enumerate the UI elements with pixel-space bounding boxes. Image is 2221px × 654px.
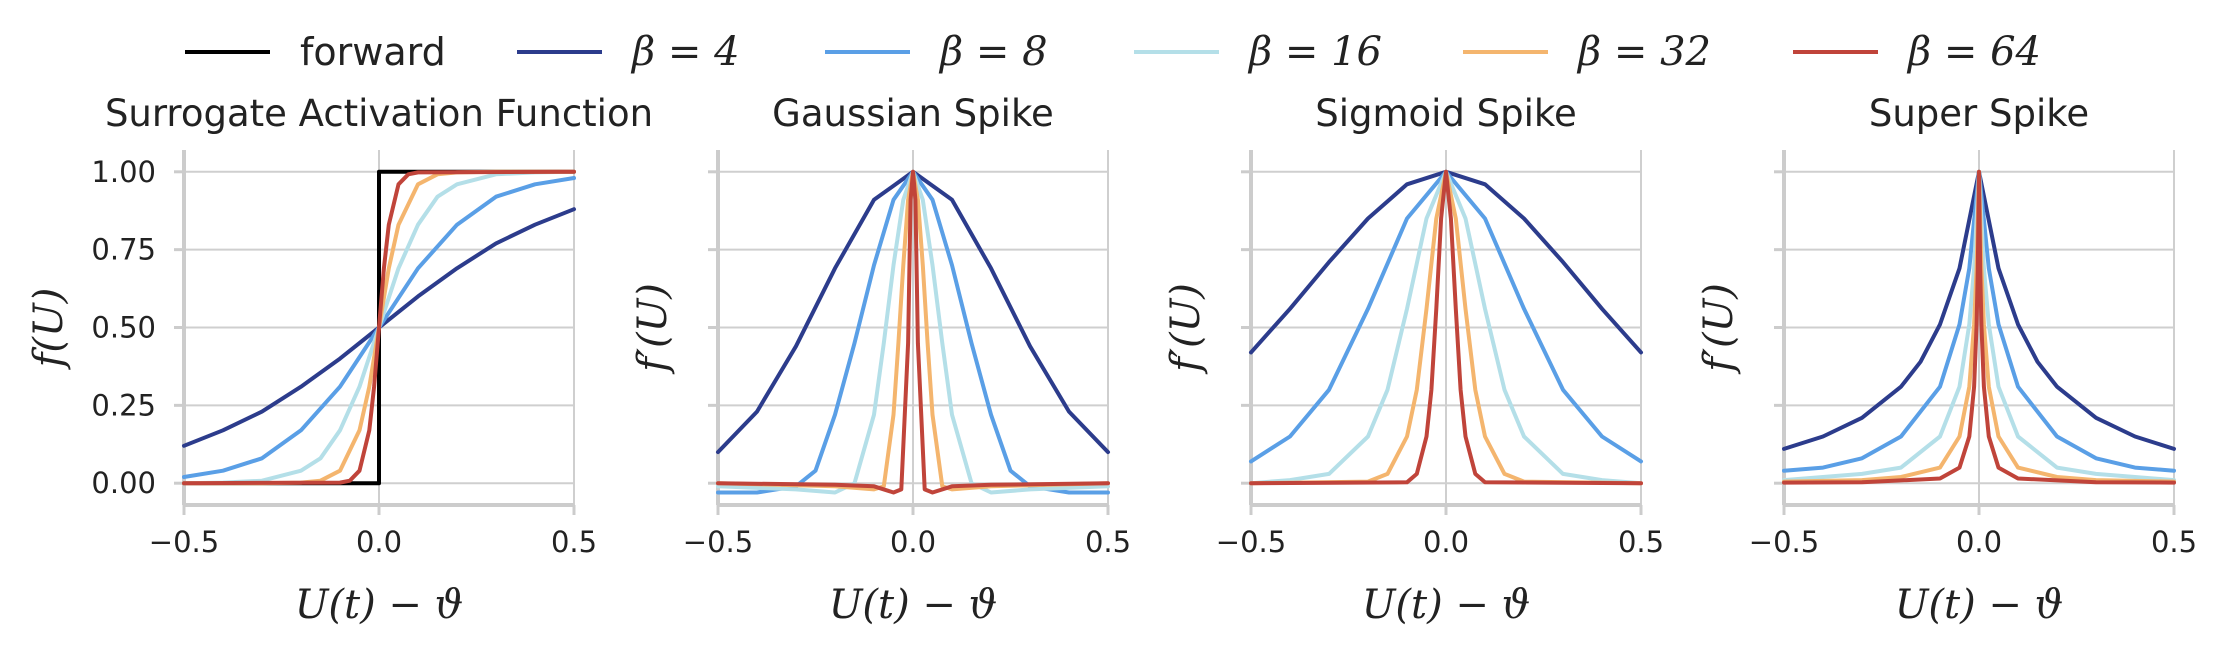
x-axis-label: U(t) − ϑ (1362, 582, 1531, 628)
chart-title: Super Spike (1869, 92, 2089, 135)
x-tick-label: 0.5 (1618, 525, 1664, 559)
y-axis-label: f′(U) (1163, 283, 1209, 375)
x-tick-label: −0.5 (1749, 525, 1819, 559)
y-tick-label: 1.00 (91, 155, 156, 189)
legend-entry: β = 8 (825, 29, 1048, 75)
x-tick-label: −0.5 (683, 525, 753, 559)
series-line (1249, 169, 1643, 486)
series-line (716, 169, 1110, 495)
legend-label: β = 8 (938, 29, 1048, 75)
legend-entry: forward (185, 30, 446, 74)
chart-panel: −0.5 0.0 0.5 Gaussian Spike U(t) − ϑ f′(U) (630, 92, 1131, 628)
chart-panels: 0.00 0.25 0.50 0.75 1.00 −0.5 0.0 0.5 Surrogate … (26, 92, 2197, 628)
y-tick-label: 0.00 (91, 466, 156, 500)
y-axis-label: f′(U) (630, 283, 676, 375)
series-line (182, 169, 576, 486)
x-tick-label: 0.0 (890, 525, 936, 559)
y-axis-label: f(U) (26, 288, 72, 371)
chart-title: Gaussian Spike (772, 92, 1054, 135)
legend-label: β = 16 (1247, 29, 1382, 75)
x-axis-label: U(t) − ϑ (1895, 582, 2064, 628)
chart-panel: −0.5 0.0 0.5 Sigmoid Spike U(t) − ϑ f′(U) (1163, 92, 1664, 628)
legend-entry: β = 32 (1463, 29, 1711, 75)
y-axis-label: f′(U) (1696, 283, 1742, 375)
series-line (1782, 169, 2176, 485)
x-tick-label: 0.5 (2151, 525, 2197, 559)
legend: forward β = 4 β = 8 β = 16 β = 32 β = 64 (185, 29, 2041, 75)
legend-label: forward (300, 30, 446, 74)
legend-entry: β = 16 (1134, 29, 1382, 75)
x-tick-label: 0.0 (356, 525, 402, 559)
x-tick-label: 0.0 (1423, 525, 1469, 559)
x-tick-label: 0.5 (551, 525, 597, 559)
y-tick-label: 0.50 (91, 311, 156, 345)
x-axis-label: U(t) − ϑ (295, 582, 464, 628)
chart-panel: 0.00 0.25 0.50 0.75 1.00 −0.5 0.0 0.5 Surrogate … (26, 92, 653, 628)
y-tick-label: 0.75 (91, 233, 156, 267)
y-tick-label: 0.25 (91, 388, 156, 422)
x-tick-label: 0.0 (1956, 525, 2002, 559)
x-tick-label: −0.5 (1216, 525, 1286, 559)
chart-panel: −0.5 0.0 0.5 Super Spike U(t) − ϑ f′(U) (1696, 92, 2197, 628)
x-tick-label: −0.5 (149, 525, 219, 559)
legend-label: β = 4 (630, 29, 740, 75)
x-axis-label: U(t) − ϑ (829, 582, 998, 628)
x-tick-label: 0.5 (1085, 525, 1131, 559)
legend-label: β = 64 (1906, 29, 2041, 75)
legend-entry: β = 64 (1793, 29, 2041, 75)
chart-title: Sigmoid Spike (1315, 92, 1577, 135)
legend-label: β = 32 (1576, 29, 1711, 75)
legend-entry: β = 4 (517, 29, 740, 75)
chart-title: Surrogate Activation Function (105, 92, 653, 135)
